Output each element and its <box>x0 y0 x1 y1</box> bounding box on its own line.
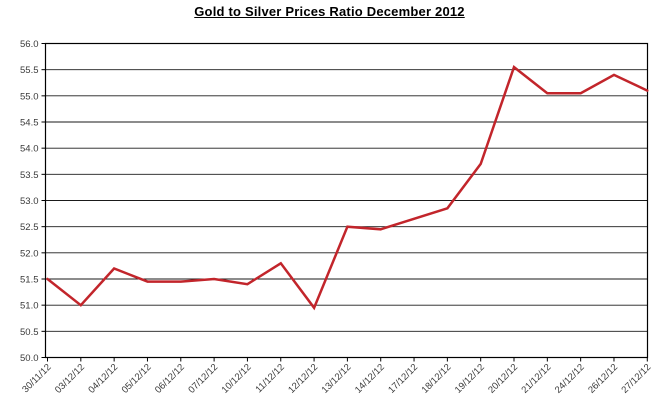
x-tick-label: 03/12/12 <box>53 362 87 396</box>
x-tick-label: 27/12/12 <box>619 362 653 396</box>
x-tick-label: 19/12/12 <box>453 362 487 396</box>
y-tick-label: 51.5 <box>20 275 39 286</box>
x-tick-label: 26/12/12 <box>586 362 620 396</box>
y-tick-label: 50.5 <box>20 327 39 338</box>
x-tick-label: 07/12/12 <box>186 362 220 396</box>
y-tick-label: 54.0 <box>20 144 39 155</box>
x-tick-label: 10/12/12 <box>220 362 254 396</box>
y-tick-label: 54.5 <box>20 118 39 129</box>
y-tick-label: 55.5 <box>20 65 39 76</box>
x-tick-label: 24/12/12 <box>553 362 587 396</box>
ratio-line-series <box>46 65 649 311</box>
x-tick-label: 30/11/12 <box>20 362 53 395</box>
x-tick-label: 17/12/12 <box>386 362 420 396</box>
x-tick-label: 12/12/12 <box>286 362 320 396</box>
y-tick-label: 56.0 <box>20 39 39 50</box>
x-tick-label: 14/12/12 <box>353 362 387 396</box>
chart-title: Gold to Silver Prices Ratio December 201… <box>194 4 465 19</box>
y-tick-label: 52.0 <box>20 248 39 259</box>
x-tick-label: 11/12/12 <box>253 362 286 395</box>
y-tick-label: 50.0 <box>20 353 39 364</box>
x-tick-label: 18/12/12 <box>420 362 454 396</box>
x-tick-label: 05/12/12 <box>120 362 154 396</box>
x-tick-label: 06/12/12 <box>153 362 187 396</box>
y-tick-label: 53.5 <box>20 170 39 181</box>
x-tick-label: 20/12/12 <box>486 362 520 396</box>
x-tick-label: 21/12/12 <box>520 362 554 396</box>
plot-area-border <box>44 42 649 359</box>
y-tick-label: 53.0 <box>20 196 39 207</box>
x-tick-label: 04/12/12 <box>86 362 120 396</box>
y-tick-label: 51.0 <box>20 301 39 312</box>
y-tick-label: 52.5 <box>20 222 39 233</box>
x-tick-label: 13/12/12 <box>320 362 354 396</box>
y-tick-label: 55.0 <box>20 91 39 102</box>
